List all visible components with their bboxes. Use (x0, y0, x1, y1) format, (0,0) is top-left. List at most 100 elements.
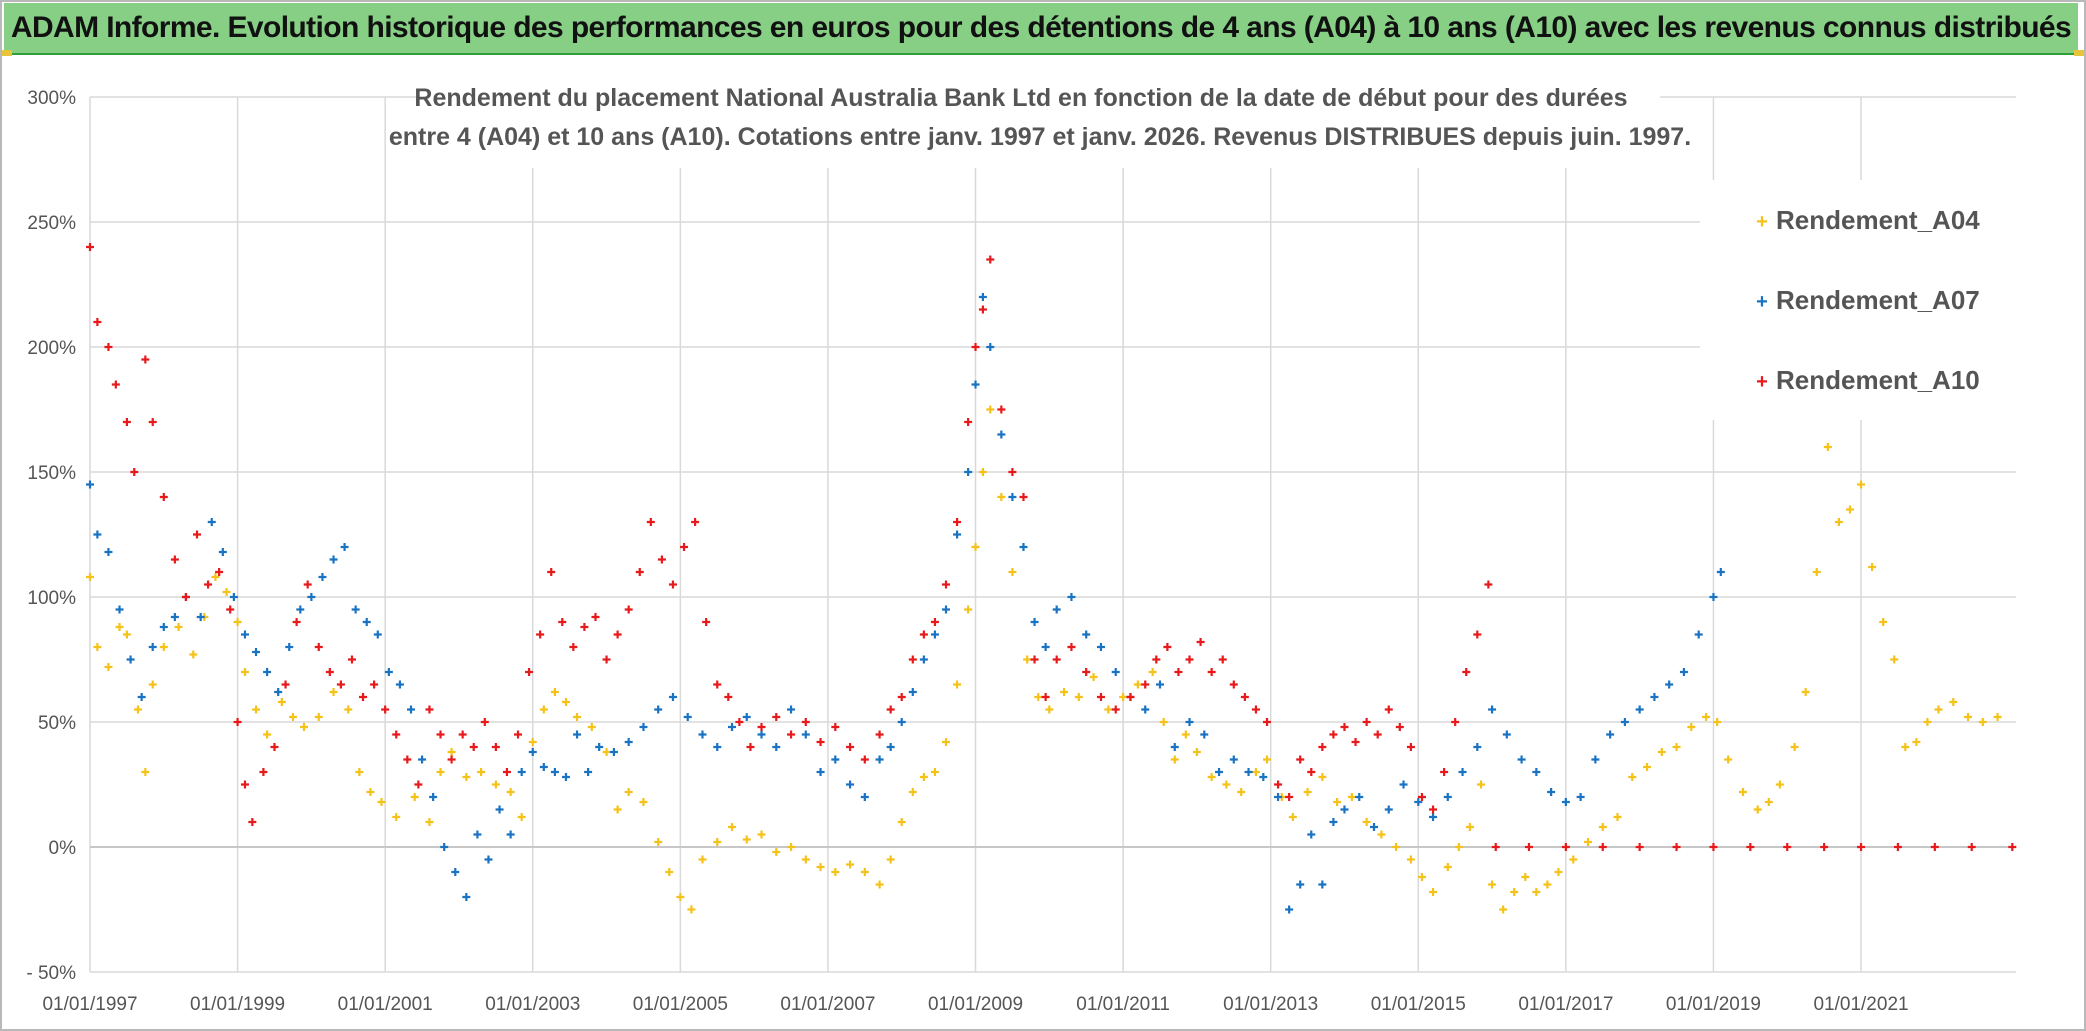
marker-rendement-a07 (728, 723, 736, 731)
marker-rendement-a07 (1355, 793, 1364, 801)
marker-rendement-a04 (1949, 698, 1958, 706)
marker-rendement-a07 (1458, 768, 1467, 776)
marker-rendement-a10 (1406, 743, 1415, 751)
marker-rendement-a04 (506, 788, 515, 796)
marker-rendement-a10 (447, 755, 456, 764)
marker-rendement-a04 (447, 748, 456, 756)
marker-rendement-a10 (1429, 805, 1438, 814)
marker-rendement-a04 (1133, 680, 1142, 689)
marker-rendement-a04 (964, 605, 973, 614)
marker-rendement-a07 (1694, 630, 1703, 639)
x-tick-label: 01/01/2011 (1076, 994, 1170, 1015)
marker-rendement-a07 (528, 748, 537, 756)
marker-rendement-a10 (491, 743, 500, 751)
marker-rendement-a04 (1702, 713, 1711, 721)
marker-rendement-a07 (307, 593, 316, 601)
marker-rendement-a04 (104, 663, 113, 671)
marker-rendement-a07 (484, 855, 493, 864)
marker-rendement-a04 (1554, 868, 1563, 876)
marker-rendement-a04 (344, 705, 353, 714)
marker-rendement-a04 (919, 773, 928, 781)
marker-rendement-a07 (971, 380, 980, 389)
marker-rendement-a07 (1067, 593, 1076, 601)
marker-rendement-a04 (1406, 855, 1415, 864)
marker-rendement-a10 (1285, 793, 1294, 801)
y-tick-label: - 50% (26, 963, 76, 984)
marker-rendement-a10 (1329, 730, 1338, 739)
marker-rendement-a10 (336, 680, 345, 689)
marker-rendement-a04 (772, 848, 781, 856)
marker-rendement-a07 (1200, 730, 1209, 739)
marker-rendement-a10 (591, 613, 600, 621)
marker-rendement-a04 (517, 813, 526, 821)
marker-rendement-a10 (1709, 843, 1718, 851)
marker-rendement-a07 (148, 643, 157, 651)
marker-rendement-a04 (1584, 838, 1592, 846)
marker-rendement-a04 (1181, 730, 1190, 739)
marker-rendement-a04 (1845, 505, 1854, 514)
marker-rendement-a10 (215, 568, 224, 576)
marker-rendement-a07 (196, 613, 205, 621)
marker-rendement-a04 (252, 705, 261, 714)
legend-label-a04: Rendement_A04 (1776, 205, 1980, 235)
marker-rendement-a07 (668, 693, 677, 701)
marker-rendement-a04 (1598, 823, 1607, 831)
marker-rendement-a07 (218, 548, 227, 556)
marker-rendement-a07 (1156, 680, 1164, 689)
legend-label-a10: Rendement_A10 (1776, 365, 1980, 395)
banner-corner-right (2074, 50, 2084, 56)
marker-rendement-a10 (1384, 705, 1393, 714)
x-tick-label: 01/01/2007 (780, 994, 875, 1015)
marker-rendement-a04 (425, 818, 434, 826)
marker-rendement-a07 (584, 768, 593, 776)
marker-rendement-a07 (886, 743, 895, 751)
marker-rendement-a07 (1318, 880, 1327, 889)
marker-rendement-a04 (1643, 763, 1652, 771)
marker-rendement-a04 (1488, 880, 1497, 889)
marker-rendement-a04 (141, 768, 150, 776)
marker-rendement-a04 (329, 688, 338, 696)
marker-rendement-a04 (801, 855, 810, 864)
marker-rendement-a10 (1307, 768, 1316, 776)
marker-rendement-a04 (897, 818, 906, 826)
marker-rendement-a10 (831, 723, 840, 731)
marker-rendement-a07 (115, 605, 124, 614)
marker-rendement-a07 (384, 668, 393, 676)
marker-rendement-a04 (174, 623, 183, 631)
marker-rendement-a04 (240, 668, 249, 676)
marker-rendement-a04 (997, 493, 1006, 501)
marker-rendement-a10 (204, 580, 213, 589)
marker-rendement-a04 (986, 405, 995, 414)
report-banner: ADAM Informe. Evolution historique des p… (4, 3, 2078, 55)
marker-rendement-a04 (1764, 798, 1773, 806)
marker-rendement-a10 (1473, 630, 1482, 639)
marker-rendement-a07 (395, 680, 404, 689)
marker-rendement-a10 (248, 818, 257, 826)
marker-rendement-a04 (1454, 843, 1463, 851)
marker-rendement-a07 (1665, 680, 1674, 689)
marker-rendement-a07 (539, 763, 548, 771)
marker-rendement-a07 (104, 548, 113, 556)
marker-rendement-a07 (1096, 643, 1105, 651)
marker-rendement-a07 (418, 755, 427, 764)
marker-rendement-a10 (480, 718, 489, 726)
marker-rendement-a10 (193, 530, 201, 539)
marker-rendement-a07 (93, 530, 102, 539)
marker-rendement-a04 (263, 730, 272, 739)
marker-rendement-a07 (207, 518, 216, 526)
marker-rendement-a04 (222, 588, 231, 596)
chart-grid (89, 96, 2016, 973)
marker-rendement-a04 (1801, 688, 1810, 696)
marker-rendement-a04 (639, 798, 648, 806)
marker-rendement-a10 (1561, 843, 1570, 851)
marker-rendement-a04 (462, 773, 471, 781)
marker-rendement-a10 (2008, 843, 2017, 851)
marker-rendement-a10 (1362, 718, 1371, 726)
marker-rendement-a10 (86, 243, 94, 251)
marker-rendement-a10 (403, 755, 412, 764)
x-tick-label: 01/01/2009 (928, 994, 1023, 1015)
marker-rendement-a07 (1229, 755, 1238, 764)
marker-rendement-a04 (1170, 755, 1179, 764)
marker-rendement-a10 (801, 718, 810, 726)
marker-rendement-a07 (1635, 705, 1644, 714)
